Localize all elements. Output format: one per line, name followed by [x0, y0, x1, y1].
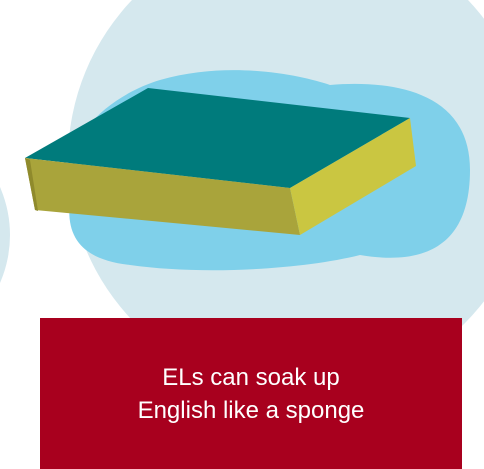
sponge-front — [25, 158, 300, 235]
sponge-side — [290, 118, 416, 235]
caption-line: ELs can soak up — [162, 363, 340, 391]
side-circle — [0, 187, 10, 283]
sponge-edge — [25, 158, 38, 211]
caption-line: English like a sponge — [137, 396, 365, 424]
sponge-top — [25, 88, 410, 188]
caption-box: ELs can soak up English like a sponge — [40, 318, 462, 469]
